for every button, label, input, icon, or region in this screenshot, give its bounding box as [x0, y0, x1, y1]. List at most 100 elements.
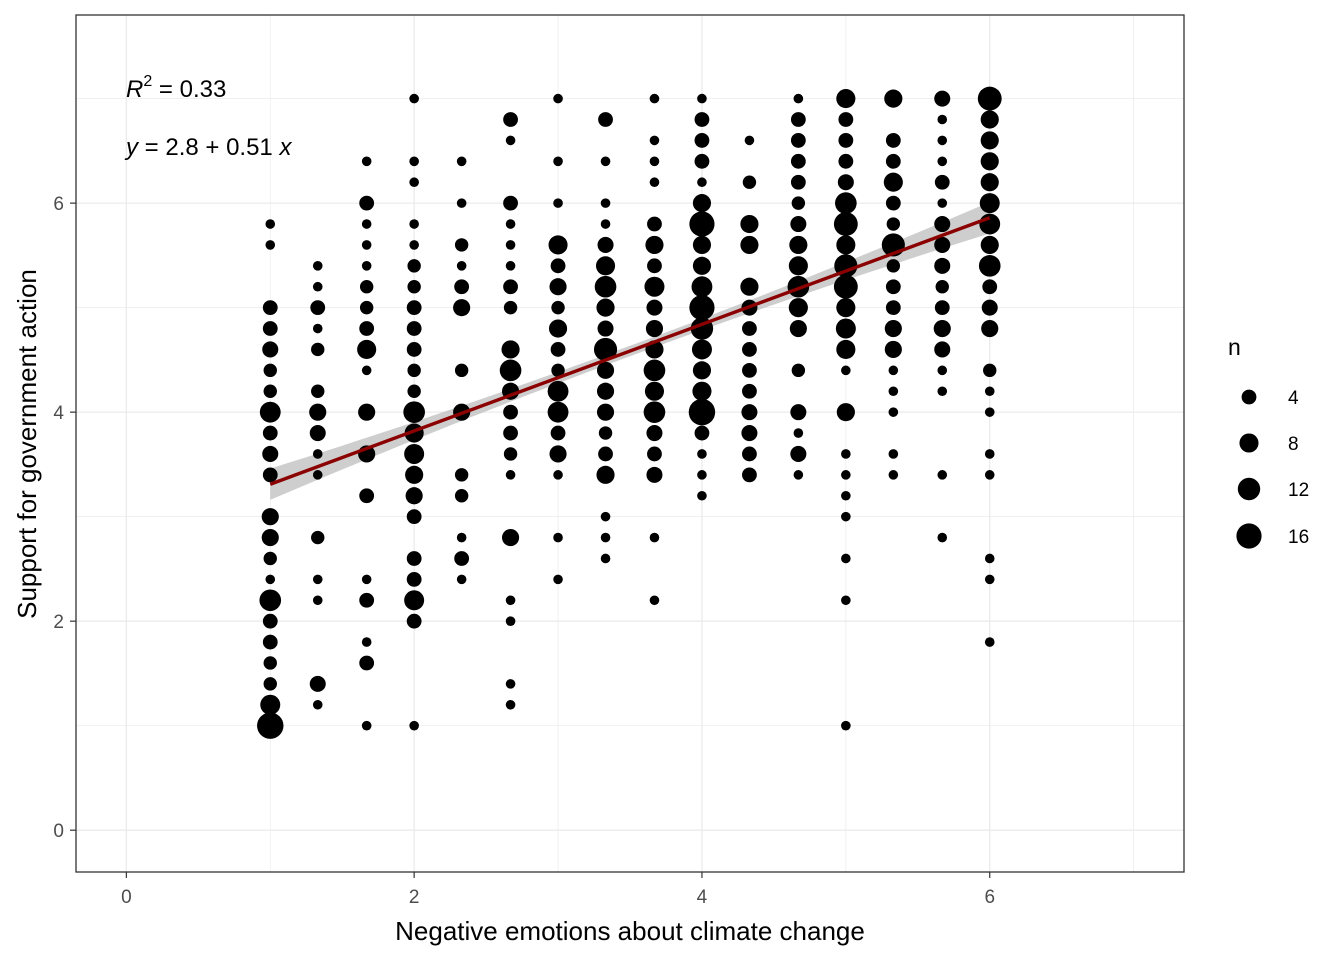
data-point: [597, 320, 614, 337]
data-point: [263, 656, 277, 670]
data-point: [409, 177, 419, 188]
data-point: [694, 425, 710, 441]
data-point: [888, 449, 899, 459]
legend-label-4: 4: [1288, 388, 1299, 409]
data-point: [979, 213, 1001, 235]
data-point: [312, 699, 323, 710]
data-point: [547, 401, 569, 423]
data-point: [841, 365, 851, 376]
data-point: [262, 634, 278, 650]
y-axis-title: Support for government action: [12, 269, 42, 619]
data-point: [549, 445, 567, 463]
data-point: [981, 319, 999, 338]
data-point: [697, 490, 707, 501]
data-point: [841, 490, 851, 501]
data-point: [312, 323, 323, 334]
data-point: [265, 219, 276, 229]
data-point: [311, 384, 325, 398]
y-tick-label: 4: [53, 403, 64, 424]
data-point: [983, 363, 997, 378]
data-point: [456, 532, 467, 543]
data-point: [836, 403, 855, 422]
data-point: [833, 212, 858, 236]
data-point: [499, 359, 522, 382]
data-point: [697, 177, 707, 188]
data-point: [885, 279, 901, 295]
data-point: [505, 240, 516, 250]
data-point: [262, 467, 278, 483]
data-point: [649, 595, 660, 606]
y-axis: 0 2 4 6: [53, 194, 76, 842]
x-axis-title: Negative emotions about climate change: [395, 916, 865, 946]
data-point: [838, 112, 854, 127]
legend-label-16: 16: [1288, 527, 1309, 548]
data-point: [261, 508, 279, 526]
legend-title: n: [1228, 334, 1241, 360]
y-tick-label: 6: [53, 194, 64, 215]
data-point: [984, 637, 995, 647]
data-point: [596, 465, 615, 484]
data-point: [980, 131, 999, 150]
data-point: [454, 363, 469, 378]
data-point: [309, 425, 326, 442]
data-point: [884, 340, 902, 359]
data-point: [456, 156, 467, 167]
data-point: [934, 236, 951, 253]
data-point: [742, 446, 757, 462]
data-point: [980, 152, 999, 171]
data-point: [741, 404, 758, 421]
data-point: [262, 321, 278, 336]
data-point: [265, 574, 276, 585]
data-point: [361, 720, 372, 731]
x-tick-label: 0: [121, 887, 132, 908]
data-point: [404, 590, 425, 611]
data-point: [836, 235, 856, 255]
data-point: [311, 342, 325, 357]
data-point: [744, 135, 755, 146]
legend-key-4: [1241, 389, 1257, 405]
data-point: [980, 173, 999, 192]
data-point: [263, 677, 277, 691]
data-point: [935, 280, 949, 294]
data-point: [740, 214, 759, 234]
data-point: [888, 470, 899, 480]
data-point: [265, 240, 276, 250]
data-point: [836, 339, 856, 359]
data-point: [793, 93, 804, 104]
data-point: [937, 386, 948, 397]
data-point: [359, 592, 375, 608]
data-point: [833, 274, 858, 299]
data-point: [403, 401, 425, 423]
data-point: [841, 720, 851, 731]
data-point: [547, 380, 569, 402]
data-point: [550, 425, 566, 441]
data-point: [409, 219, 419, 229]
x-tick-label: 2: [409, 887, 420, 908]
data-point: [553, 156, 563, 167]
panel-border: [75, 14, 1185, 873]
data-point: [312, 470, 323, 480]
data-point: [646, 466, 663, 483]
data-point: [409, 720, 419, 731]
data-point: [262, 445, 279, 462]
data-point: [312, 261, 323, 271]
data-point: [361, 156, 372, 167]
data-point: [406, 342, 422, 357]
data-point: [404, 443, 425, 464]
data-point: [598, 426, 613, 440]
data-point: [841, 595, 851, 606]
data-point: [643, 401, 666, 423]
data-point: [888, 407, 899, 417]
data-point: [885, 133, 901, 148]
data-point: [647, 216, 662, 232]
data-point: [505, 470, 516, 480]
data-point: [259, 589, 282, 612]
data-point: [647, 446, 662, 462]
data-point: [548, 319, 568, 338]
legend-label-12: 12: [1288, 480, 1309, 501]
data-point: [689, 211, 715, 237]
data-point: [793, 470, 804, 480]
data-point: [600, 511, 611, 522]
data-point: [694, 112, 710, 127]
data-point: [309, 675, 326, 692]
